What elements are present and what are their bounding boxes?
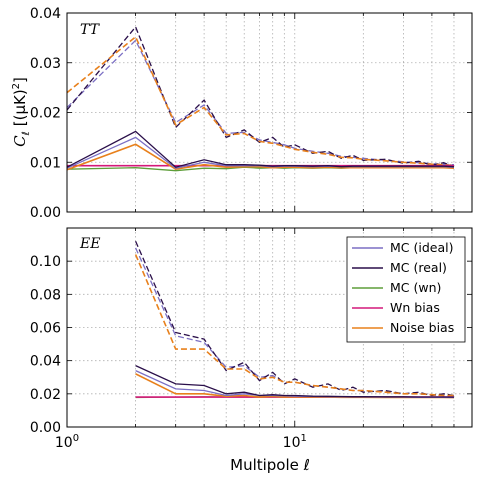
legend-label-mc-real: MC (real): [390, 260, 447, 275]
dashed-series-line: [135, 241, 455, 397]
legend-entry-mc-wn: MC (wn): [352, 280, 441, 295]
legend-label-wn-bias: Wn bias: [390, 300, 440, 315]
ticks-ee: 0.00 0.02 0.04 0.06 0.08 0.10: [30, 228, 473, 436]
legend-label-mc-ideal: MC (ideal): [390, 240, 453, 255]
y-label-close: ]: [11, 77, 29, 83]
y-axis-label: Cℓ [(μK)2]: [11, 77, 32, 147]
x-tick-labels: 100 101: [55, 433, 307, 451]
dashed-series-line: [67, 39, 455, 166]
panel-label-ee: EE: [79, 236, 100, 252]
legend-entry-mc-ideal: MC (ideal): [352, 240, 453, 255]
panel-tt: 0.00 0.01 0.02 0.03 0.04 TT: [30, 6, 473, 221]
series-lines-ee: [134, 241, 455, 399]
x-axis-label: Multipole ℓ: [230, 456, 310, 474]
y-tick-label: 0.02: [30, 387, 61, 403]
y-tick-label: 0.04: [30, 6, 61, 22]
series-line: [135, 365, 455, 398]
y-label-exp: 2: [11, 83, 22, 89]
x-tick-label: 100: [55, 433, 79, 451]
legend-entry-noise-bias: Noise bias: [352, 320, 454, 335]
y-label-unit: [(μK): [11, 89, 29, 126]
dashed-series-line: [67, 25, 455, 167]
legend-label-noise-bias: Noise bias: [390, 320, 454, 335]
y-tick-label: 0.10: [30, 254, 61, 270]
x-tick-label: 101: [283, 433, 307, 451]
dashed-series-line: [134, 254, 454, 397]
y-label-sub: ℓ: [21, 131, 32, 135]
y-tick-label: 0.08: [30, 287, 61, 303]
y-tick-label: 0.04: [30, 354, 61, 370]
y-tick-label: 0.02: [30, 106, 61, 122]
legend-entry-wn-bias: Wn bias: [352, 300, 440, 315]
panel-label-tt: TT: [80, 22, 101, 38]
series-line: [67, 143, 455, 171]
y-label-main: C: [11, 135, 29, 147]
y-tick-label: 0.03: [30, 56, 61, 72]
dashed-series-line: [67, 35, 455, 167]
series-line: [67, 130, 455, 168]
legend-box: [346, 236, 466, 343]
ticks-tt: 0.00 0.01 0.02 0.03 0.04: [30, 6, 473, 221]
series-lines-tt: [67, 25, 455, 172]
legend-entry-mc-real: MC (real): [352, 260, 447, 275]
y-tick-label: 0.01: [30, 155, 61, 171]
y-tick-label: 0.06: [30, 321, 61, 337]
gridlines-tt: [66, 13, 473, 212]
legend: MC (ideal) MC (real) MC (wn) Wn bias Noi…: [346, 236, 466, 343]
y-tick-label: 0.00: [30, 205, 61, 221]
y-tick-label: 0.00: [30, 420, 61, 436]
legend-label-mc-wn: MC (wn): [390, 280, 441, 295]
